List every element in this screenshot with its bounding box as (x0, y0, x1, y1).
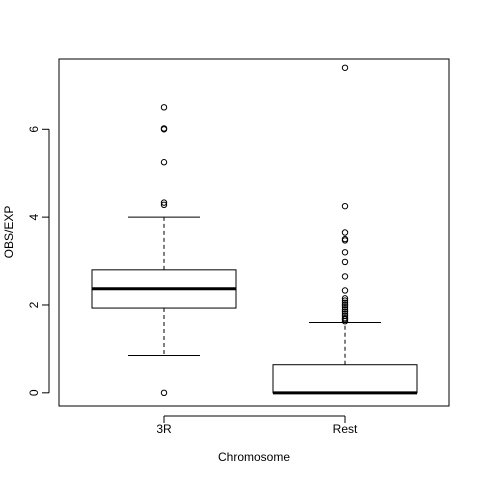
x-axis-label: Chromosome (218, 450, 290, 464)
x-tick-label: Rest (333, 422, 358, 436)
outlier-point (160, 199, 168, 206)
outlier-point (341, 273, 349, 280)
y-tick-label: 6 (27, 126, 41, 133)
outlier-point (341, 249, 349, 256)
outlier-point (160, 201, 168, 209)
y-tick-label: 0 (27, 389, 41, 396)
outlier-point (341, 301, 349, 309)
outlier-point (341, 310, 349, 317)
y-tick-label: 2 (27, 301, 41, 308)
box-group-3r (91, 104, 237, 397)
plot-frame (58, 58, 450, 407)
outlier-point (341, 306, 349, 313)
y-tick-label: 4 (27, 213, 41, 220)
outlier-point (341, 308, 349, 315)
outlier-point (341, 229, 349, 236)
outlier-point (160, 104, 168, 111)
outlier-point (160, 125, 168, 132)
outlier-point (341, 287, 349, 294)
outlier-point (341, 295, 349, 302)
box-group-rest (272, 64, 418, 395)
outlier-point (341, 303, 349, 311)
y-axis-label: OBS/EXP (2, 206, 16, 259)
outlier-point (341, 299, 349, 306)
outlier-point (341, 314, 349, 322)
outlier-point (160, 159, 168, 166)
outlier-point (341, 64, 349, 71)
outlier-point (341, 235, 349, 243)
y-axis: 0 2 4 6 (27, 126, 50, 396)
x-tick-label: 3R (156, 422, 172, 436)
outlier-point (341, 312, 349, 320)
boxes-layer (91, 64, 418, 397)
outlier-point (160, 389, 168, 397)
x-axis: 3R Rest (156, 415, 358, 436)
iqr-box (272, 364, 418, 394)
outlier-point (341, 297, 349, 304)
outlier-point (341, 202, 349, 210)
outlier-point (341, 258, 349, 266)
